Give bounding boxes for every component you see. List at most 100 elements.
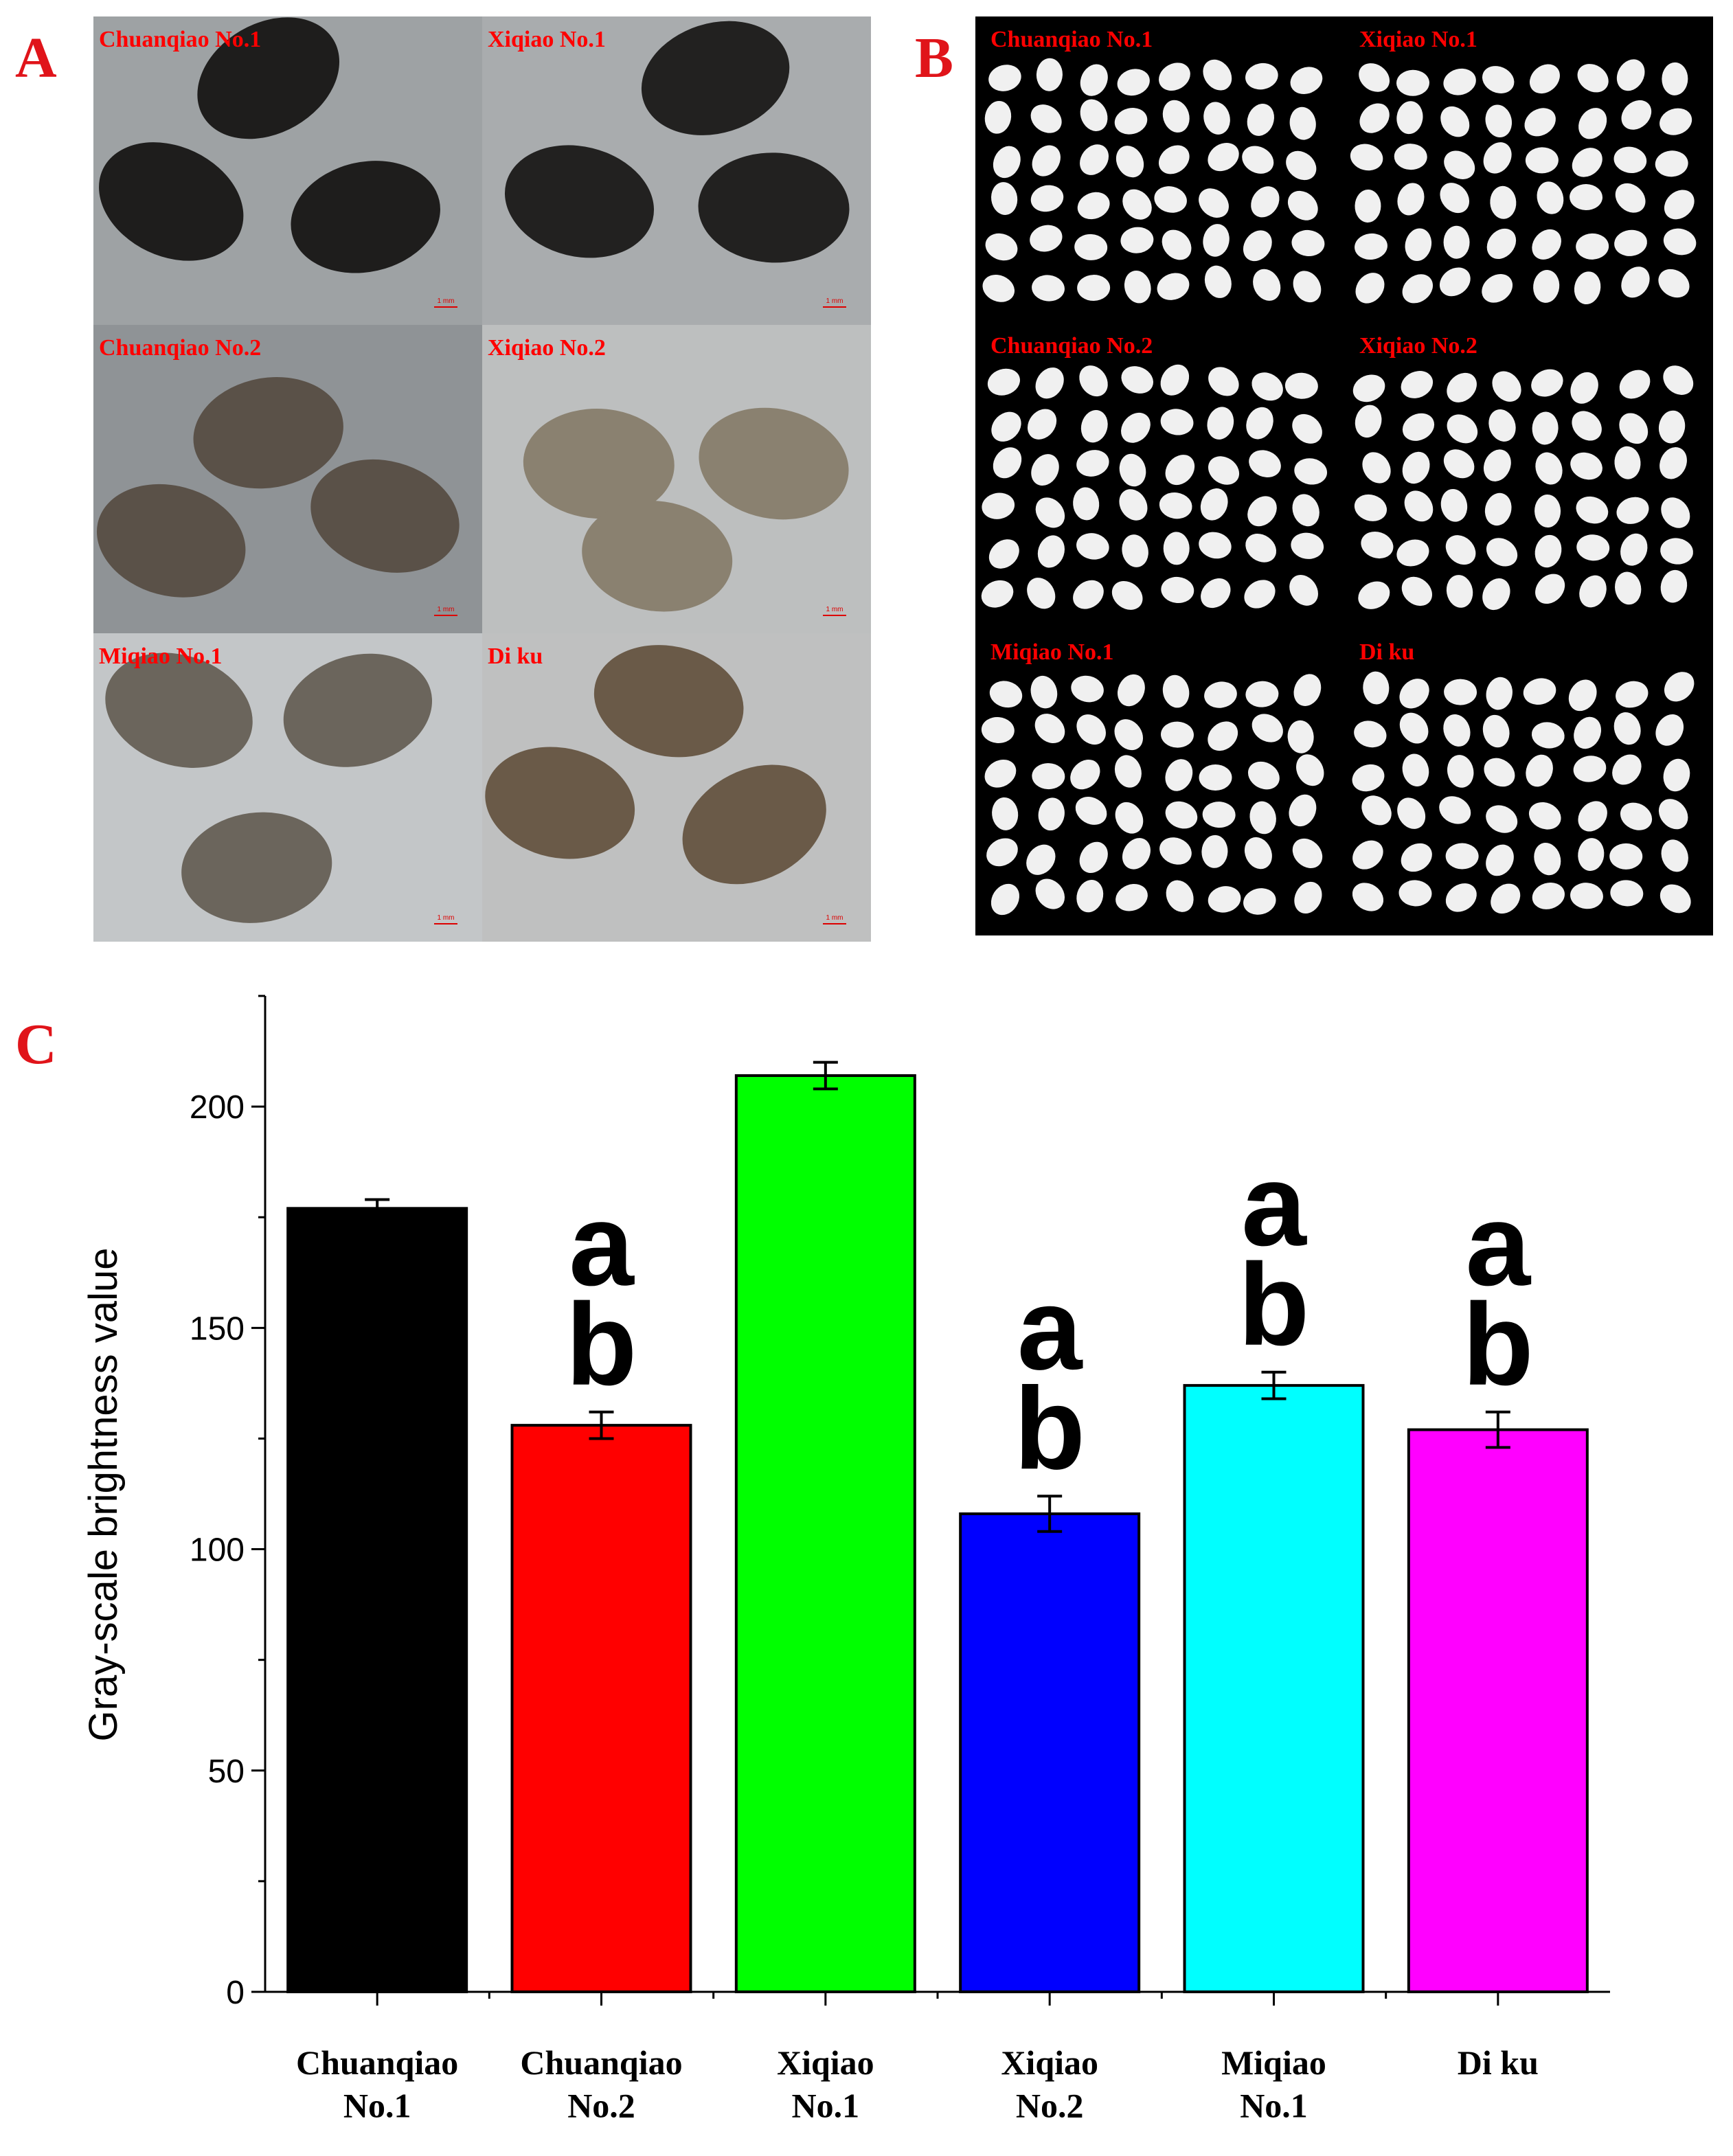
xray-image <box>981 674 1324 916</box>
x-tick-label: Miqiao No.1 <box>1221 2043 1326 2125</box>
xray-seed <box>1243 888 1276 915</box>
xray-seed <box>1247 761 1280 790</box>
xray-seed <box>986 838 1018 867</box>
xray-seed <box>1484 758 1515 787</box>
xray-seed <box>1486 844 1514 876</box>
photo-caption: Chuanqiao No.2 <box>99 335 261 361</box>
xray-seed <box>1079 365 1108 397</box>
xray-seed <box>1440 106 1470 137</box>
xray-image <box>981 364 1328 610</box>
xray-seed <box>1660 569 1688 603</box>
xray-seed <box>1208 367 1239 396</box>
xray-caption: Miqiao No.1 <box>990 639 1113 665</box>
xray-seed <box>1613 712 1641 745</box>
xray-seed <box>1253 269 1281 301</box>
xray-seed <box>1291 532 1324 559</box>
seed <box>197 17 340 139</box>
xray-image <box>1352 671 1695 914</box>
xray-seed <box>1445 843 1479 870</box>
xray-seed <box>1245 533 1277 563</box>
xray-seed <box>1199 532 1232 559</box>
significance-letter: b <box>1462 1280 1534 1410</box>
xray-seed <box>1200 488 1228 521</box>
xray-seed <box>1201 835 1228 868</box>
xray-seed <box>1027 578 1056 609</box>
xray-seed <box>1121 366 1153 394</box>
xray-seed <box>1074 234 1108 260</box>
xray-seed <box>1574 271 1601 305</box>
seed <box>593 645 744 758</box>
xray-image <box>1352 365 1694 611</box>
xray-seed <box>1361 531 1394 559</box>
xray-seed <box>1444 679 1477 705</box>
xray-seed <box>1664 672 1695 702</box>
xray-seed <box>1614 229 1647 256</box>
xray-seed <box>1572 411 1602 441</box>
panel-label: B <box>915 26 953 90</box>
xray-seed <box>1619 413 1649 444</box>
xray-seed <box>1165 759 1193 791</box>
xray-seed <box>1076 450 1109 477</box>
xray-seed <box>1158 145 1190 174</box>
xray-seed <box>1035 878 1065 909</box>
xray-seed <box>1444 150 1475 179</box>
xray-seed <box>1537 181 1564 214</box>
xray-seed <box>1572 148 1602 177</box>
xray-seed <box>1354 720 1387 748</box>
xray-seed <box>1121 412 1151 443</box>
xray-seed <box>1292 413 1322 444</box>
xray-seed <box>1080 144 1109 175</box>
xray-seed <box>1663 365 1694 395</box>
xray-seed <box>1529 64 1560 94</box>
xray-seed <box>1294 458 1328 485</box>
xray-seed <box>1660 447 1687 479</box>
xray-seed <box>1208 886 1241 913</box>
xray-seed <box>1397 797 1426 829</box>
xray-caption: Di ku <box>1359 639 1414 665</box>
xray-seed <box>1363 671 1390 705</box>
xray-seed <box>1075 796 1107 825</box>
xray-seed <box>1162 229 1192 260</box>
xray-seed <box>1165 455 1195 486</box>
xray-seed <box>1399 712 1429 744</box>
xray-image <box>982 58 1325 304</box>
xray-seed <box>1245 63 1278 90</box>
xray-seed <box>1482 714 1510 748</box>
x-tick-label: Xiqiao No.2 <box>1001 2043 1098 2125</box>
xray-seed <box>1443 225 1470 259</box>
xray-caption: Chuanqiao No.1 <box>990 27 1153 52</box>
xray-seed <box>1159 63 1190 91</box>
xray-seed <box>1621 266 1650 298</box>
x-tick-label: Di ku <box>1458 2043 1539 2082</box>
xray-seed <box>1119 489 1148 521</box>
xray-seed <box>1579 575 1607 608</box>
xray-seed <box>1159 492 1192 519</box>
xray-seed <box>1615 571 1642 605</box>
bar <box>959 1512 1141 1993</box>
xray-seed <box>1578 108 1607 139</box>
xray-seed <box>1483 142 1512 174</box>
xray-seed <box>1287 720 1314 753</box>
photo-caption: Xiqiao No.1 <box>488 27 606 52</box>
xray-seed <box>1114 107 1148 135</box>
xray-seed <box>1354 494 1387 521</box>
xray-seed <box>991 182 1018 215</box>
xray-seed <box>1247 104 1275 136</box>
xray-seed <box>1293 674 1322 706</box>
xray-seed <box>1080 64 1108 96</box>
xray-seed <box>1073 487 1100 521</box>
xray-seed <box>1070 759 1100 790</box>
xray-seed <box>1245 681 1279 707</box>
xray-seed <box>1402 753 1429 786</box>
xray-seed <box>1115 802 1144 834</box>
xray-seed <box>1292 838 1323 868</box>
xray-seed <box>1570 883 1603 909</box>
seed <box>291 161 440 273</box>
xray-seed <box>1071 675 1104 703</box>
xray-seed <box>1576 233 1609 260</box>
xray-seed <box>987 368 1020 396</box>
xray-seed <box>1443 68 1476 95</box>
xray-seed <box>1202 802 1236 828</box>
significance-letter: a <box>1017 1264 1083 1394</box>
